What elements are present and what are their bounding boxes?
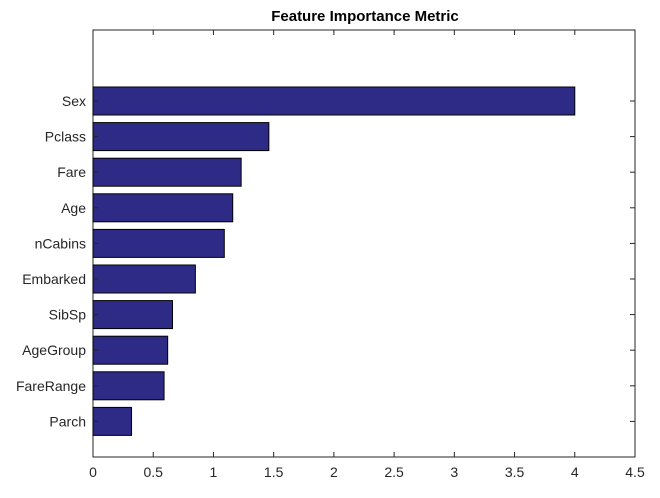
x-tick-label-0: 0 [89,464,97,480]
x-tick-labels: 0 0.5 1 1.5 2 2.5 3 3.5 4 4.5 [89,464,645,480]
x-tick-label-2: 1 [210,464,218,480]
bar-ncabins [92,228,225,258]
bar-sex [92,86,576,116]
y-tick-label-pclass: Pclass [45,129,86,145]
x-tick-label-4: 2 [330,464,338,480]
bar-parch [92,406,133,436]
x-tick-label-9: 4.5 [625,464,645,480]
bar-embarked [92,264,196,294]
bar-pclass [92,122,270,152]
x-tick-label-7: 3.5 [505,464,525,480]
x-tick-label-5: 2.5 [384,464,404,480]
y-tick-label-fare: Fare [57,164,86,180]
y-tick-label-sex: Sex [62,93,86,109]
bar-fare [92,157,242,187]
ticks-group [92,30,636,457]
x-tick-label-8: 4 [571,464,579,480]
bar-agegroup [92,335,169,365]
bar-farerange [92,371,165,401]
x-tick-label-3: 1.5 [264,464,284,480]
y-tick-label-parch: Parch [49,413,86,429]
x-tick-label-1: 0.5 [143,464,163,480]
bars-group [92,86,576,436]
y-tick-label-age: Age [61,200,86,216]
bar-age [92,193,234,223]
y-tick-label-embarked: Embarked [22,271,86,287]
y-tick-label-farerange: FareRange [16,378,86,394]
chart-title: Feature Importance Metric [271,8,459,25]
category-labels: Sex Pclass Fare Age nCabins Embarked SibSp AgeG… [16,93,86,429]
y-tick-label-agegroup: AgeGroup [22,342,86,358]
y-tick-label-sibsp: SibSp [49,307,87,323]
bar-sibsp [92,300,173,330]
x-tick-label-6: 3 [450,464,458,480]
y-tick-label-ncabins: nCabins [35,235,86,251]
